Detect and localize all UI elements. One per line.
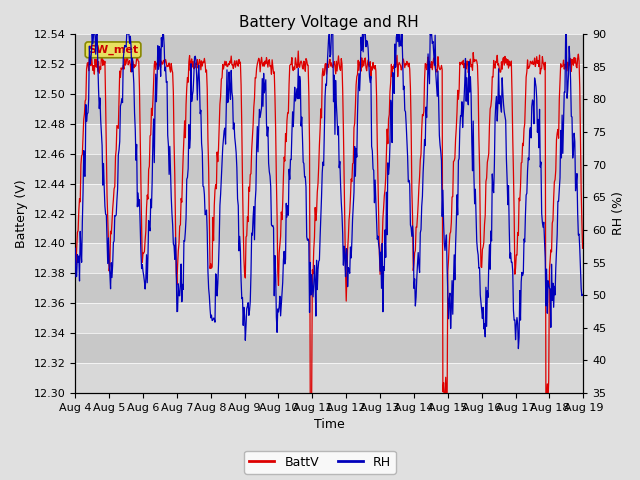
Bar (76, 214, 583, 243)
Title: Battery Voltage and RH: Battery Voltage and RH (239, 15, 419, 30)
Bar (76, 184, 583, 214)
Bar (76, 274, 583, 303)
Text: SW_met: SW_met (88, 45, 138, 55)
Bar (76, 243, 583, 274)
Bar (76, 303, 583, 333)
Y-axis label: RH (%): RH (%) (612, 192, 625, 236)
Bar (76, 333, 583, 363)
Legend: BattV, RH: BattV, RH (244, 451, 396, 474)
Bar (76, 34, 583, 64)
X-axis label: Time: Time (314, 419, 345, 432)
Bar (76, 94, 583, 124)
Y-axis label: Battery (V): Battery (V) (15, 179, 28, 248)
Bar (76, 154, 583, 184)
Bar (76, 124, 583, 154)
Bar (76, 363, 583, 393)
Bar (76, 64, 583, 94)
